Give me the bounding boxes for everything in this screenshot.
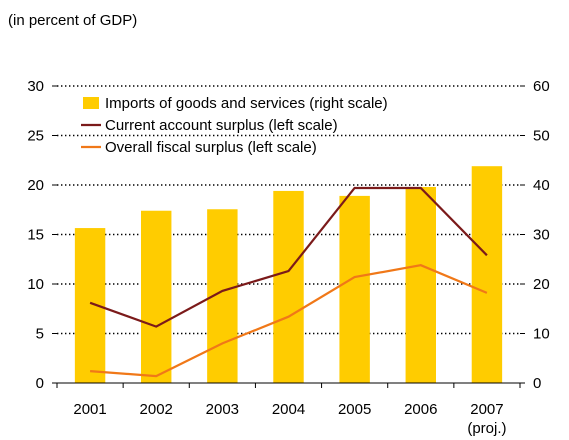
right-tick-label: 50 — [533, 128, 550, 145]
left-tick-label: 30 — [27, 78, 44, 95]
right-tick-label: 40 — [533, 177, 550, 194]
right-tick-label: 10 — [533, 326, 550, 343]
legend-swatch — [83, 97, 99, 109]
x-tick-label: 2002 — [140, 401, 173, 418]
right-tick-label: 0 — [533, 375, 541, 392]
x-tick-label: 2005 — [338, 401, 371, 418]
right-tick-label: 20 — [533, 276, 550, 293]
unit-label: (in percent of GDP) — [8, 12, 138, 29]
legend-label: Imports of goods and services (right sca… — [105, 95, 388, 112]
right-tick-label: 60 — [533, 78, 550, 95]
bar — [141, 210, 172, 383]
x-tick-label: 2004 — [272, 401, 305, 418]
legend-label: Current account surplus (left scale) — [105, 117, 338, 134]
left-tick-label: 15 — [27, 227, 44, 244]
left-tick-label: 20 — [27, 177, 44, 194]
axes: 0 5 10 15 20 25 30 0 10 20 30 40 50 60 2001 2002 2003 200… — [27, 78, 549, 437]
bar — [339, 195, 370, 383]
right-tick-label: 30 — [533, 227, 550, 244]
x-tick-label: 2001 — [73, 401, 106, 418]
bar — [273, 190, 304, 383]
left-tick-label: 25 — [27, 128, 44, 145]
bar — [471, 166, 503, 383]
left-tick-label: 0 — [36, 375, 44, 392]
left-tick-label: 10 — [27, 276, 44, 293]
series-line — [90, 264, 488, 378]
grid — [57, 85, 520, 335]
x-tick-sublabel: (proj.) — [467, 420, 506, 437]
bar — [405, 186, 436, 383]
x-tick-label: 2003 — [206, 401, 239, 418]
bars — [74, 166, 503, 383]
left-tick-label: 5 — [36, 326, 44, 343]
x-tick-label: 2007 — [470, 401, 503, 418]
legend-label: Overall fiscal surplus (left scale) — [105, 139, 317, 156]
legend: Imports of goods and services (right sca… — [81, 95, 388, 156]
x-tick-label: 2006 — [404, 401, 437, 418]
lines — [89, 186, 488, 378]
series-line — [89, 186, 488, 328]
